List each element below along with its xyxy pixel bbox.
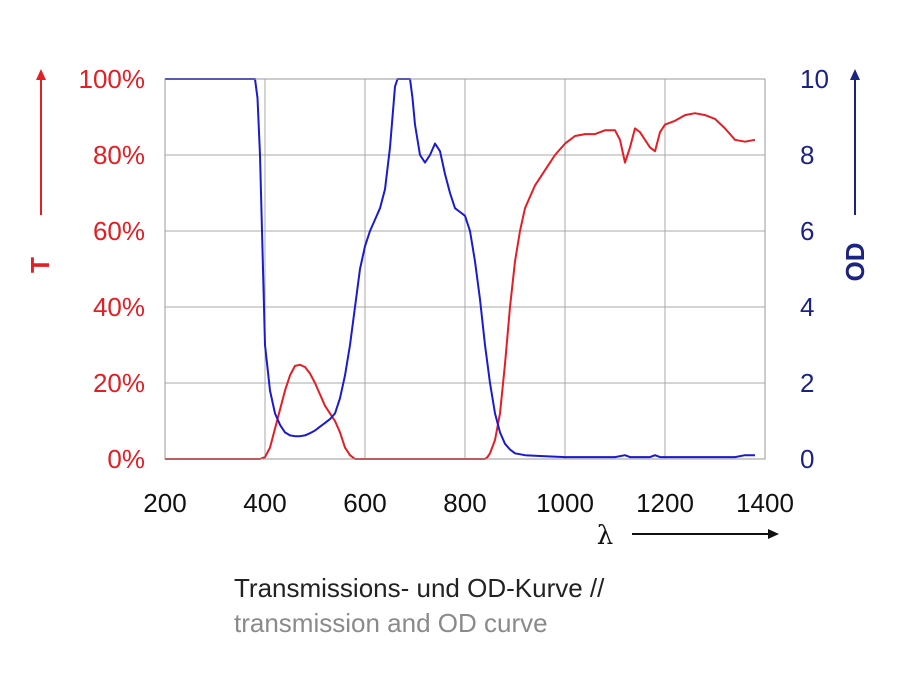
y-left-tick-label: 80% [93, 140, 145, 170]
x-axis-label: λ [597, 521, 613, 551]
y-right-tick-label: 10 [800, 64, 829, 94]
x-tick-label: 400 [243, 488, 286, 518]
grid [164, 78, 766, 460]
right-axis-label: OD [840, 243, 870, 282]
transmission-line [165, 112, 756, 460]
y-left-tick-label: 60% [93, 216, 145, 246]
y-left-tick-label: 100% [79, 64, 146, 94]
plot-frame [164, 78, 766, 460]
y-right-tick-label: 8 [800, 140, 814, 170]
right-axis-arrowhead [850, 69, 860, 80]
right-axis-label-group: OD [840, 69, 870, 282]
y-right-tick-label: 0 [800, 444, 814, 474]
y-left-tick-label: 0% [107, 444, 145, 474]
y-right-tick-label: 6 [800, 216, 814, 246]
y-right-tick-label: 2 [800, 368, 814, 398]
chart-svg: 200 400 600 800 1000 1200 1400 0% 20% 40% 60% 80% 10… [25, 64, 870, 551]
x-tick-label: 1400 [736, 488, 794, 518]
left-axis-arrowhead [36, 69, 46, 80]
caption-english: transmission and OD curve [234, 608, 548, 638]
left-axis-label-group: T [25, 69, 55, 273]
left-axis-label: T [25, 257, 55, 273]
series-layer [165, 78, 756, 460]
x-axis-arrowhead [768, 529, 779, 539]
tick-labels: 200 400 600 800 1000 1200 1400 0% 20% 40% 60% 80% 10… [79, 64, 829, 518]
x-tick-label: 1000 [536, 488, 594, 518]
x-tick-label: 600 [343, 488, 386, 518]
y-left-tick-label: 40% [93, 292, 145, 322]
caption-german: Transmissions- und OD-Kurve // [234, 573, 605, 603]
x-axis-label-group: λ [597, 521, 779, 551]
x-tick-label: 1200 [636, 488, 694, 518]
x-tick-label: 800 [443, 488, 486, 518]
od-line [165, 78, 755, 459]
x-tick-label: 200 [143, 488, 186, 518]
y-right-tick-label: 4 [800, 292, 814, 322]
y-left-tick-label: 20% [93, 368, 145, 398]
